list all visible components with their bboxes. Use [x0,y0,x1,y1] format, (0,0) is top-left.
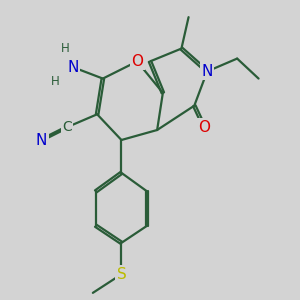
Text: H: H [61,42,70,55]
Text: N: N [202,64,213,79]
Text: S: S [117,267,126,282]
Text: O: O [131,54,143,69]
Text: N: N [36,133,47,148]
Text: N: N [67,60,79,75]
Text: O: O [198,120,210,135]
Text: C: C [62,120,72,134]
Text: H: H [51,75,60,88]
